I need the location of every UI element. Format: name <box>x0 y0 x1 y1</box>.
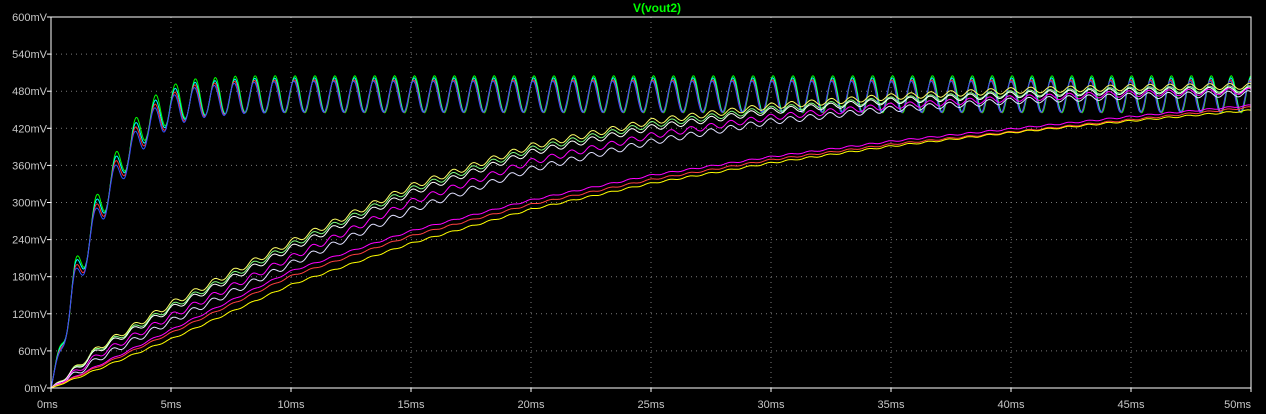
y-tick-label: 120mV <box>12 309 48 321</box>
series-trace-12 <box>50 109 1252 389</box>
series-trace-7 <box>50 86 1252 389</box>
x-tick-label: 15ms <box>398 399 425 411</box>
y-axis-ticks: 0mV 60mV 120mV 180mV 240mV 300mV 360mV 420mV 480… <box>12 12 51 395</box>
y-tick-label: 180mV <box>12 272 48 284</box>
y-tick-label: 540mV <box>12 49 48 61</box>
series-trace-5 <box>50 82 1252 389</box>
x-tick-label: 40ms <box>998 399 1025 411</box>
y-tick-label: 0mV <box>24 383 47 395</box>
y-tick-label: 300mV <box>12 198 48 210</box>
x-tick-label: 25ms <box>638 399 665 411</box>
x-axis-ticks: 0ms 5ms 10ms 15ms 20ms 25ms 30ms 35ms 40ms 45ms 50… <box>37 388 1252 411</box>
y-tick-label: 60mV <box>18 346 47 358</box>
series-trace-10 <box>50 104 1251 389</box>
x-tick-label: 50ms <box>1224 399 1251 411</box>
y-tick-label: 240mV <box>12 235 48 247</box>
x-tick-label: 20ms <box>518 399 545 411</box>
y-tick-label: 360mV <box>12 160 48 172</box>
x-tick-label: 0ms <box>37 399 58 411</box>
y-tick-label: 420mV <box>12 123 48 135</box>
x-tick-label: 10ms <box>278 399 305 411</box>
series-trace-9 <box>50 90 1252 389</box>
x-tick-label: 35ms <box>878 399 905 411</box>
series-trace-4 <box>50 80 1252 389</box>
grid-lines <box>51 17 1251 388</box>
series-trace-11 <box>50 106 1252 389</box>
waveform-traces <box>50 75 1252 389</box>
x-tick-label: 45ms <box>1118 399 1145 411</box>
trace-title[interactable]: V(vout2) <box>633 1 681 15</box>
x-tick-label: 30ms <box>758 399 785 411</box>
x-tick-label: 5ms <box>161 399 182 411</box>
plot-frame <box>50 16 1252 389</box>
series-trace-8 <box>50 87 1252 389</box>
y-tick-label: 600mV <box>12 12 48 24</box>
series-trace-6 <box>50 85 1252 389</box>
y-tick-label: 480mV <box>12 86 48 98</box>
